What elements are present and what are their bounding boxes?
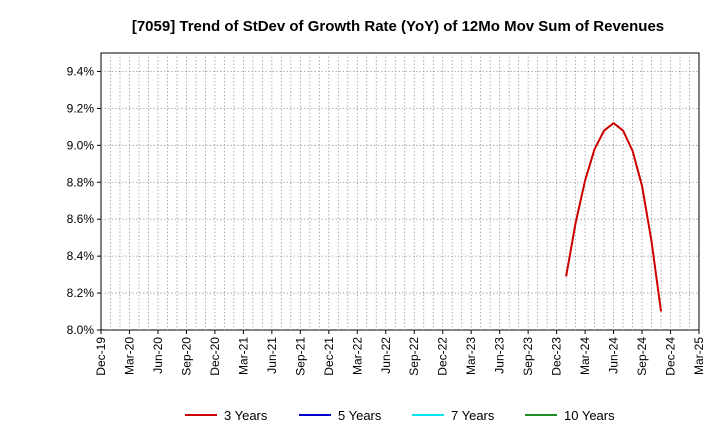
chart-title: [7059] Trend of StDev of Growth Rate (Yo… (132, 18, 664, 35)
legend-label-10-years: 10 Years (564, 408, 615, 423)
x-axis-ticks: Dec-19 Mar-20 Jun-20 Sep-20 Dec-20 Mar-21 Jun-… (94, 330, 706, 376)
y-tick-label: 8.8% (67, 175, 95, 189)
series-lines (565, 122, 663, 312)
x-tick-label: Mar-24 (578, 337, 592, 375)
y-axis-ticks: 8.0% 8.2% 8.4% 8.6% 8.8% 9.0% 9.2% 9.4% (67, 64, 101, 337)
x-tick-label: Dec-24 (664, 337, 678, 376)
x-tick-label: Jun-23 (493, 337, 507, 374)
y-tick-label: 9.2% (67, 101, 95, 115)
x-tick-label: Mar-20 (122, 337, 136, 375)
legend: 3 Years 5 Years 7 Years 10 Years (185, 408, 615, 423)
x-tick-label: Dec-19 (94, 337, 108, 376)
legend-label-5-years: 5 Years (338, 408, 382, 423)
plot-area (100, 52, 700, 331)
x-tick-label: Mar-21 (236, 337, 250, 375)
x-tick-label: Dec-23 (550, 337, 564, 376)
x-tick-label: Jun-24 (607, 337, 621, 374)
grid-lines (101, 53, 699, 330)
x-tick-label: Mar-23 (464, 337, 478, 375)
x-tick-label: Sep-24 (635, 337, 649, 376)
x-tick-label: Dec-21 (322, 337, 336, 376)
legend-label-7-years: 7 Years (451, 408, 495, 423)
y-tick-label: 8.0% (67, 323, 95, 337)
x-tick-label: Mar-25 (692, 337, 706, 375)
x-tick-label: Dec-20 (208, 337, 222, 376)
y-tick-label: 9.4% (67, 64, 95, 78)
y-tick-label: 8.6% (67, 212, 95, 226)
y-tick-label: 9.0% (67, 138, 95, 152)
series-line-3-years (565, 122, 663, 312)
x-tick-label: Dec-22 (436, 337, 450, 376)
y-tick-label: 8.4% (67, 249, 95, 263)
legend-label-3-years: 3 Years (224, 408, 268, 423)
x-tick-label: Jun-21 (265, 337, 279, 374)
x-tick-label: Sep-22 (407, 337, 421, 376)
x-tick-label: Mar-22 (350, 337, 364, 375)
x-tick-label: Jun-20 (151, 337, 165, 374)
y-tick-label: 8.2% (67, 286, 95, 300)
x-tick-label: Sep-21 (293, 337, 307, 376)
x-tick-label: Sep-20 (179, 337, 193, 376)
x-tick-label: Sep-23 (521, 337, 535, 376)
x-tick-label: Jun-22 (379, 337, 393, 374)
